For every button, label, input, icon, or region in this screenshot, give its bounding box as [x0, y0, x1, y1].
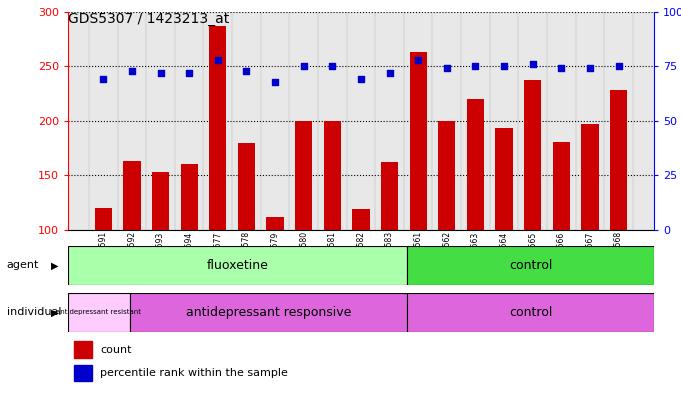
- Bar: [582, 124, 599, 230]
- Point: [556, 65, 567, 72]
- Text: percentile rank within the sample: percentile rank within the sample: [100, 368, 288, 378]
- Text: control: control: [509, 306, 552, 319]
- Bar: [438, 121, 456, 230]
- Point: [470, 63, 481, 70]
- Bar: [467, 99, 484, 230]
- Bar: [409, 52, 427, 230]
- Text: GDS5307 / 1423213_at: GDS5307 / 1423213_at: [68, 12, 229, 26]
- Point: [98, 76, 109, 83]
- Text: individual: individual: [7, 307, 61, 318]
- Bar: [553, 141, 570, 230]
- Bar: [407, 293, 654, 332]
- Bar: [352, 209, 370, 230]
- Bar: [130, 293, 407, 332]
- Bar: [74, 365, 91, 381]
- Bar: [180, 164, 197, 230]
- Text: fluoxetine: fluoxetine: [207, 259, 268, 272]
- Bar: [123, 161, 140, 230]
- Bar: [524, 81, 541, 230]
- Point: [270, 79, 281, 85]
- Point: [527, 61, 538, 67]
- Point: [298, 63, 309, 70]
- Text: antidepressant resistant: antidepressant resistant: [57, 309, 142, 316]
- Bar: [209, 26, 226, 230]
- Text: ▶: ▶: [51, 307, 59, 318]
- Bar: [610, 90, 627, 230]
- Bar: [68, 293, 130, 332]
- Bar: [238, 143, 255, 230]
- Bar: [266, 217, 284, 230]
- Bar: [407, 246, 654, 285]
- Point: [327, 63, 338, 70]
- Text: control: control: [509, 259, 552, 272]
- Bar: [295, 121, 313, 230]
- Bar: [323, 121, 341, 230]
- Point: [584, 65, 595, 72]
- Text: count: count: [100, 345, 132, 355]
- Bar: [152, 172, 169, 230]
- Bar: [381, 162, 398, 230]
- Point: [613, 63, 624, 70]
- Bar: [95, 208, 112, 230]
- Point: [127, 68, 138, 74]
- Bar: [68, 246, 407, 285]
- Point: [413, 57, 424, 63]
- Point: [384, 70, 395, 76]
- Point: [441, 65, 452, 72]
- Text: antidepressant responsive: antidepressant responsive: [186, 306, 351, 319]
- Bar: [496, 129, 513, 230]
- Bar: [74, 341, 91, 358]
- Point: [184, 70, 195, 76]
- Point: [498, 63, 509, 70]
- Text: ▶: ▶: [51, 260, 59, 270]
- Text: agent: agent: [7, 260, 39, 270]
- Point: [155, 70, 166, 76]
- Point: [241, 68, 252, 74]
- Point: [212, 57, 223, 63]
- Point: [355, 76, 366, 83]
